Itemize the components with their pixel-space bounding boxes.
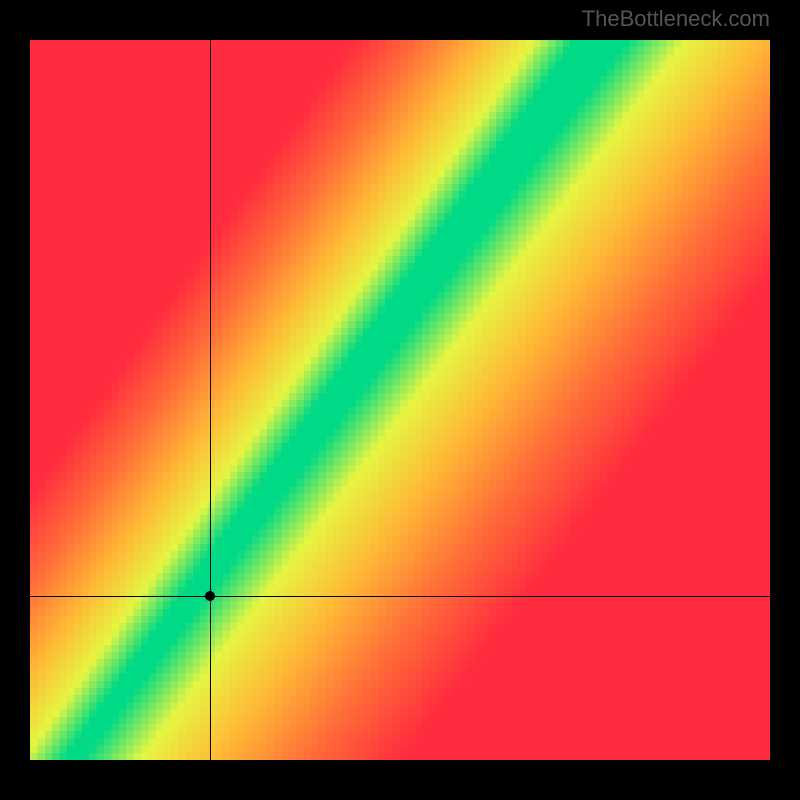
crosshair-horizontal bbox=[30, 596, 770, 597]
heatmap-canvas bbox=[30, 40, 770, 760]
heatmap-plot bbox=[30, 40, 770, 760]
crosshair-marker bbox=[205, 591, 215, 601]
watermark-text: TheBottleneck.com bbox=[582, 6, 770, 32]
crosshair-vertical bbox=[210, 40, 211, 760]
